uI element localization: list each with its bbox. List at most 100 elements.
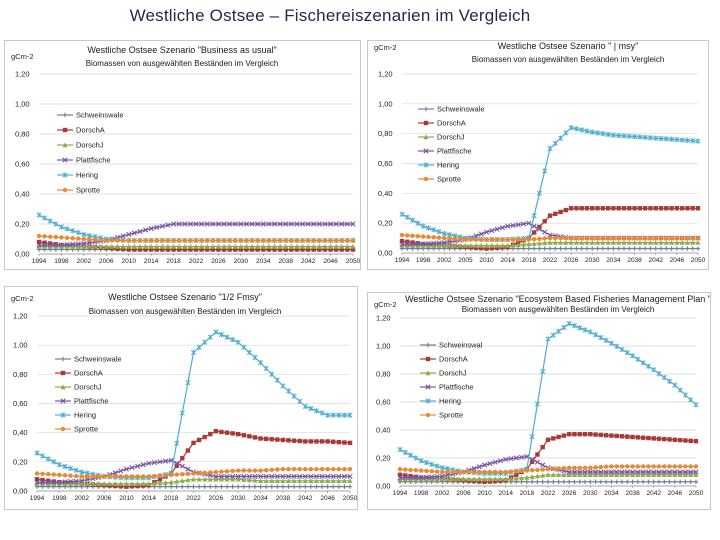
data-point bbox=[600, 239, 606, 245]
data-point bbox=[221, 238, 227, 243]
data-point bbox=[545, 437, 551, 442]
data-point bbox=[84, 477, 90, 483]
data-point bbox=[283, 221, 289, 227]
data-point bbox=[682, 469, 689, 475]
data-point bbox=[651, 469, 657, 475]
data-point bbox=[311, 221, 317, 227]
x-tick-label: 2050 bbox=[343, 495, 357, 502]
y-tick-label: 0,60 bbox=[15, 160, 30, 169]
legend-marker bbox=[60, 370, 66, 376]
data-point bbox=[64, 242, 70, 248]
data-point bbox=[605, 246, 611, 251]
data-point bbox=[210, 243, 216, 249]
data-point bbox=[684, 137, 690, 143]
data-point bbox=[669, 136, 675, 142]
data-point bbox=[664, 246, 669, 251]
data-point bbox=[36, 212, 42, 218]
data-point bbox=[135, 474, 140, 479]
x-tick-label: 2014 bbox=[142, 495, 157, 502]
data-point bbox=[291, 466, 297, 472]
data-point bbox=[568, 235, 574, 241]
data-point bbox=[302, 403, 308, 410]
data-point bbox=[269, 484, 274, 489]
data-point bbox=[174, 478, 180, 484]
legend-marker bbox=[425, 356, 431, 362]
data-point bbox=[131, 230, 137, 236]
data-point bbox=[213, 469, 219, 475]
data-point bbox=[76, 236, 81, 241]
data-point bbox=[336, 473, 342, 480]
data-point bbox=[603, 337, 609, 343]
x-tick-label: 2050 bbox=[689, 490, 704, 497]
data-point bbox=[561, 465, 567, 471]
data-point bbox=[137, 243, 143, 249]
data-point bbox=[252, 477, 258, 483]
data-point bbox=[235, 473, 241, 480]
data-point bbox=[556, 472, 562, 477]
x-tick-label: 2018 bbox=[520, 490, 535, 497]
data-point bbox=[489, 228, 495, 234]
data-point bbox=[47, 242, 53, 248]
data-point bbox=[280, 383, 286, 389]
data-point bbox=[73, 467, 79, 473]
data-point bbox=[252, 473, 258, 480]
data-point bbox=[288, 221, 294, 227]
data-point bbox=[481, 462, 488, 468]
legend-marker bbox=[60, 426, 66, 432]
data-point bbox=[137, 247, 143, 252]
data-point bbox=[249, 221, 255, 227]
data-point bbox=[563, 235, 569, 241]
data-point bbox=[142, 227, 149, 233]
data-point bbox=[640, 479, 646, 484]
data-point bbox=[286, 466, 291, 472]
data-point bbox=[350, 238, 356, 243]
data-point bbox=[185, 466, 191, 472]
data-point bbox=[624, 469, 630, 475]
data-point bbox=[669, 235, 674, 241]
data-point bbox=[196, 437, 202, 443]
data-point bbox=[176, 243, 182, 249]
data-point bbox=[558, 209, 563, 215]
legend-label: Hering bbox=[76, 171, 98, 180]
data-point bbox=[118, 481, 124, 486]
data-point bbox=[159, 243, 165, 249]
data-point bbox=[445, 476, 451, 482]
data-point bbox=[651, 472, 657, 477]
data-point bbox=[51, 459, 57, 465]
data-point bbox=[341, 412, 347, 418]
data-point bbox=[263, 365, 269, 372]
data-point bbox=[584, 235, 590, 241]
data-point bbox=[647, 135, 653, 141]
legend-marker bbox=[60, 356, 66, 362]
data-point bbox=[685, 246, 690, 251]
y-tick-label: 0,40 bbox=[13, 428, 28, 437]
data-point bbox=[418, 475, 424, 481]
data-point bbox=[693, 469, 699, 475]
data-point bbox=[213, 473, 219, 480]
series-line bbox=[401, 127, 699, 241]
data-point bbox=[423, 474, 430, 480]
data-point bbox=[162, 458, 169, 464]
data-point bbox=[568, 239, 574, 245]
data-point bbox=[674, 206, 680, 211]
data-point bbox=[535, 452, 540, 457]
data-point bbox=[658, 246, 664, 251]
data-point bbox=[439, 476, 445, 482]
data-point bbox=[418, 476, 424, 482]
data-point bbox=[447, 242, 453, 248]
data-point bbox=[152, 473, 157, 479]
series-dorschj bbox=[399, 239, 701, 248]
data-point bbox=[104, 238, 109, 243]
data-point bbox=[621, 235, 627, 241]
data-point bbox=[300, 238, 305, 243]
y-unit-label: gCm-2 bbox=[11, 52, 34, 61]
legend-marker bbox=[423, 120, 429, 126]
chart-title: Westliche Ostsee Szenario "Ecosystem Bas… bbox=[405, 294, 710, 304]
x-tick-label: 2010 bbox=[477, 490, 492, 497]
x-tick-label: 2005 bbox=[458, 257, 473, 264]
data-point bbox=[53, 243, 59, 249]
data-point bbox=[120, 243, 126, 249]
data-point bbox=[662, 464, 667, 469]
data-point bbox=[135, 481, 141, 486]
data-point bbox=[34, 481, 40, 486]
